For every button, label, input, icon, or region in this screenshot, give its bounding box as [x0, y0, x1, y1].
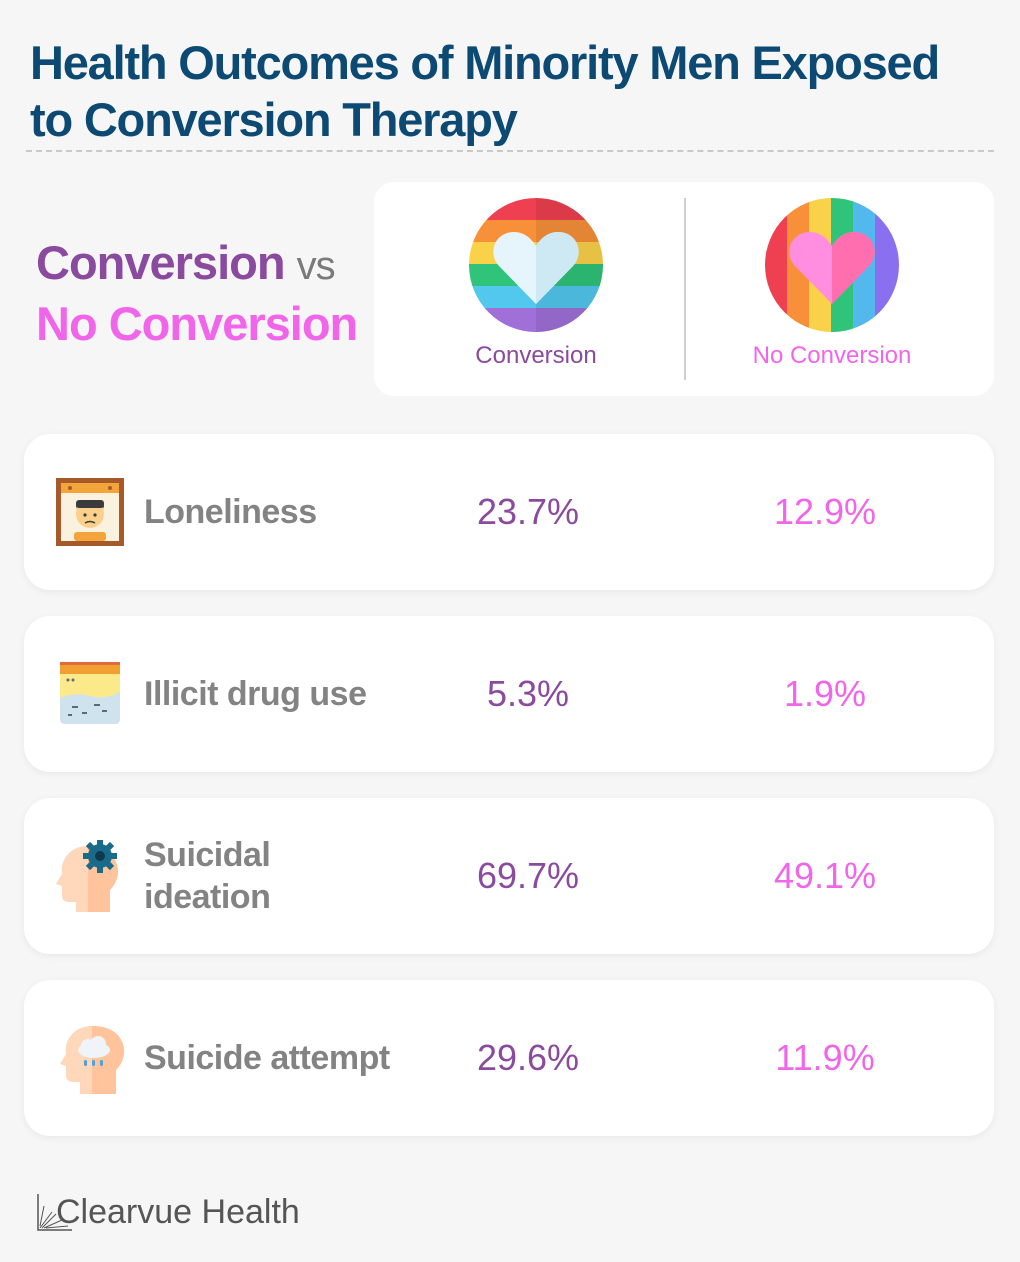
outcome-label: Suicide attempt	[144, 1039, 390, 1077]
outcome-label: Suicidal ideation	[144, 836, 271, 916]
head-rain-cloud-icon	[60, 1026, 124, 1094]
legend-conversion-label: Conversion	[475, 342, 597, 369]
outcome-row-suicide-attempt: Suicide attempt 29.6% 11.9%	[24, 980, 994, 1136]
title-divider	[26, 150, 994, 152]
legend-no-conversion: No Conversion	[682, 198, 982, 370]
comparison-vs-label: vs	[296, 244, 336, 288]
brand-logo: Clearvue Health	[34, 1188, 300, 1236]
conversion-value: 23.7%	[476, 491, 580, 532]
legend-no-conversion-label: No Conversion	[752, 342, 912, 369]
conversion-value: 5.3%	[486, 673, 570, 714]
page-title: Health Outcomes of Minority Men Exposed …	[30, 36, 940, 146]
conversion-value: 69.7%	[476, 855, 580, 896]
lonely-person-icon	[56, 478, 124, 546]
head-gear-icon	[56, 840, 118, 912]
outcome-row-illicit-drug-use: Illicit drug use 5.3% 1.9%	[24, 616, 994, 772]
comparison-heading: Conversion vs No Conversion	[36, 234, 366, 353]
rainbow-heart-horizontal-icon	[469, 198, 603, 332]
conversion-value: 29.6%	[476, 1037, 580, 1078]
outcome-row-suicidal-ideation: Suicidal ideation 69.7% 49.1%	[24, 798, 994, 954]
outcome-label: Illicit drug use	[144, 675, 367, 713]
powder-drug-icon	[60, 662, 120, 724]
legend-card: Conversion No Conversion	[374, 182, 994, 396]
comparison-no-conversion-label: No Conversion	[36, 297, 358, 350]
legend-conversion: Conversion	[386, 198, 686, 370]
legend-separator	[684, 198, 686, 380]
no-conversion-value: 1.9%	[783, 673, 867, 714]
rainbow-heart-vertical-icon	[765, 198, 899, 332]
no-conversion-value: 11.9%	[775, 1037, 875, 1078]
brand-name: Clearvue Health	[56, 1192, 300, 1231]
outcome-row-loneliness: Loneliness 23.7% 12.9%	[24, 434, 994, 590]
clearvue-logo-icon	[37, 1194, 72, 1231]
no-conversion-value: 12.9%	[773, 491, 877, 532]
no-conversion-value: 49.1%	[773, 855, 877, 896]
outcome-label: Loneliness	[144, 493, 317, 531]
comparison-conversion-label: Conversion	[36, 236, 286, 289]
